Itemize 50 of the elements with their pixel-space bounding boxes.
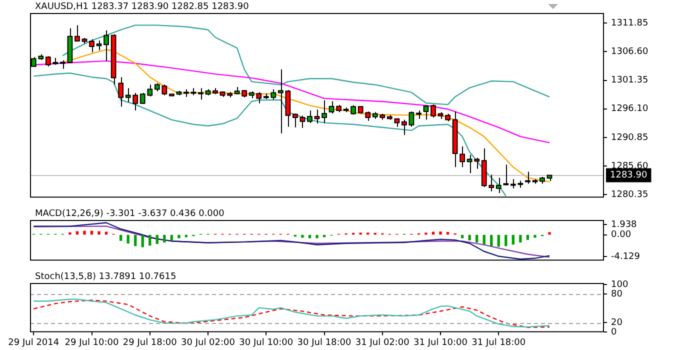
y-tick-label: 1311.85 [611, 18, 648, 28]
candlestick [307, 110, 312, 124]
candlestick [314, 109, 320, 124]
ref-line-label: 1283.90 [610, 170, 648, 181]
x-tick-label: 31 Jul 02:00 [355, 338, 410, 348]
x-tick-label: 31 Jul 18:00 [472, 338, 526, 348]
y-tick-label: -4.129 [611, 252, 640, 262]
candlestick [96, 40, 102, 51]
candlestick [408, 111, 414, 128]
y-tick-label: 0 [611, 328, 617, 338]
y-tick-label: 80 [611, 289, 623, 300]
y-tick-label: 1296.10 [611, 104, 648, 114]
candlestick [198, 88, 204, 100]
candlestick [278, 68, 284, 134]
x-tick-label: 29 Jul 10:00 [64, 338, 120, 348]
candlestick [460, 146, 465, 168]
y-tick-label: 0.00 [611, 230, 632, 240]
chart-title: XAUUSD,H1 1283.37 1283.90 1282.85 1283.90 [35, 2, 250, 12]
candlestick [510, 178, 516, 189]
candlestick [350, 104, 356, 116]
y-tick-label: 1290.85 [611, 132, 648, 143]
y-tick-label: 1301.35 [611, 76, 648, 86]
y-tick-label: 1.938 [611, 220, 638, 230]
x-tick-label: 29 Jul 2014 [8, 338, 60, 348]
y-tick-label: 20 [611, 318, 623, 328]
candlestick [89, 38, 94, 53]
y-tick-label: 1306.60 [611, 47, 648, 58]
candlestick [503, 164, 509, 186]
chart-title: MACD(12,26,9) -3.301 -3.637 0.436 0.000 [35, 208, 225, 219]
y-tick-label: 1285.60 [611, 161, 648, 172]
candlestick [328, 100, 334, 114]
x-tick-label: 30 Jul 18:00 [297, 338, 352, 348]
candlestick [292, 112, 298, 128]
candlestick [118, 76, 124, 108]
chart-title: Stoch(13,5,8) 13.7891 10.7615 [35, 272, 176, 282]
candlestick [423, 104, 429, 120]
candlestick [525, 171, 530, 184]
candlestick [300, 115, 306, 128]
candlestick [104, 30, 109, 62]
x-tick-label: 30 Jul 02:00 [181, 338, 236, 348]
x-tick-label: 31 Jul 10:00 [414, 338, 468, 348]
candlestick [430, 104, 436, 118]
candlestick [496, 177, 502, 194]
candlestick [74, 24, 80, 42]
y-tick-label: 100 [611, 280, 628, 290]
y-tick-label: 1280.35 [611, 190, 648, 200]
candlestick [322, 100, 327, 124]
x-tick-label: 30 Jul 10:00 [239, 338, 294, 348]
x-tick-label: 29 Jul 18:00 [122, 338, 178, 348]
candlestick [402, 119, 407, 136]
